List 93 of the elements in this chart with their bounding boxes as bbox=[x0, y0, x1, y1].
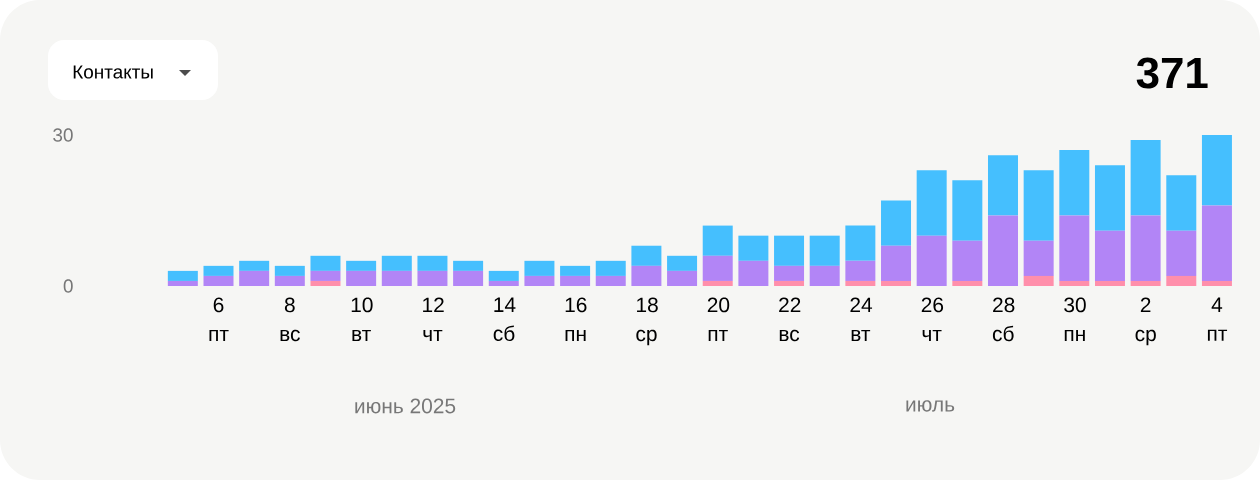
chart-title: Контакты bbox=[73, 65, 153, 79]
bar bbox=[702, 280, 733, 286]
bar bbox=[560, 265, 591, 276]
bar bbox=[845, 225, 876, 261]
x-tick-label: 20 пт bbox=[707, 297, 730, 341]
bar bbox=[1023, 275, 1054, 286]
bar bbox=[417, 270, 448, 286]
bar bbox=[881, 200, 912, 246]
bar bbox=[881, 245, 912, 281]
y-tick-label: 30 bbox=[53, 128, 73, 142]
bar bbox=[1094, 165, 1125, 231]
x-tick-label: 14 сб bbox=[493, 297, 516, 341]
bar bbox=[1166, 175, 1197, 231]
x-tick-label: 12 чт bbox=[423, 297, 444, 341]
bar bbox=[1130, 140, 1161, 216]
bar bbox=[1166, 275, 1197, 286]
bar bbox=[1201, 205, 1232, 281]
text: июль bbox=[906, 400, 955, 412]
bar bbox=[881, 280, 912, 286]
bar bbox=[738, 235, 769, 261]
y-tick-label: 0 bbox=[63, 279, 73, 293]
text: июнь 2025 bbox=[355, 398, 456, 414]
bar bbox=[595, 260, 626, 276]
x-tick-label: 18 ср bbox=[636, 297, 658, 346]
chart-subtitle: 371 bbox=[1136, 57, 1208, 89]
bar bbox=[381, 270, 412, 286]
x-tick-label: 26 чт bbox=[921, 297, 944, 341]
bar bbox=[702, 225, 733, 256]
bar bbox=[167, 280, 198, 286]
bar bbox=[524, 275, 555, 286]
bar bbox=[1130, 280, 1161, 286]
bar bbox=[738, 260, 769, 286]
bar bbox=[310, 270, 341, 281]
bar bbox=[310, 280, 341, 286]
x-tick-label: 24 вт bbox=[850, 297, 873, 341]
bar bbox=[774, 235, 805, 266]
bar bbox=[809, 265, 840, 286]
bar bbox=[239, 260, 270, 271]
bar bbox=[1166, 230, 1197, 276]
bar bbox=[1059, 280, 1090, 286]
bar bbox=[417, 255, 448, 271]
bar bbox=[1130, 215, 1161, 281]
bar bbox=[916, 235, 947, 286]
bar bbox=[453, 270, 484, 286]
bar bbox=[667, 255, 698, 271]
bar bbox=[274, 275, 305, 286]
bar bbox=[631, 265, 662, 286]
bar bbox=[952, 180, 983, 241]
bar bbox=[203, 265, 234, 276]
bar bbox=[916, 170, 947, 236]
bar bbox=[346, 270, 377, 286]
bar bbox=[952, 280, 983, 286]
bar bbox=[595, 275, 626, 286]
bar bbox=[809, 235, 840, 266]
bar bbox=[987, 155, 1018, 216]
bar bbox=[381, 255, 412, 271]
bar bbox=[310, 255, 341, 271]
x-tick-label: 28 сб bbox=[992, 297, 1015, 342]
bar bbox=[1201, 135, 1232, 206]
bar bbox=[346, 260, 377, 271]
bar bbox=[239, 270, 270, 286]
bar bbox=[952, 240, 983, 281]
bar bbox=[774, 265, 805, 281]
bar bbox=[845, 280, 876, 286]
bar bbox=[167, 270, 198, 281]
bar bbox=[702, 255, 733, 281]
bar bbox=[631, 245, 662, 266]
bar bbox=[845, 260, 876, 281]
bar bbox=[987, 215, 1018, 286]
bar bbox=[1023, 240, 1054, 276]
x-tick-label: 30 пн bbox=[1064, 297, 1086, 341]
bar bbox=[203, 275, 234, 286]
bar bbox=[488, 270, 519, 281]
x-tick-label: 4 пт bbox=[1207, 297, 1228, 341]
bar bbox=[1094, 280, 1125, 286]
bar bbox=[1023, 170, 1054, 241]
x-tick-label: 22 вс bbox=[779, 297, 801, 342]
bar bbox=[453, 260, 484, 271]
bar bbox=[1201, 280, 1232, 286]
bar bbox=[1094, 230, 1125, 281]
x-tick-label: 2 ср bbox=[1135, 297, 1156, 346]
x-tick-label: 8 вс bbox=[280, 297, 300, 342]
bar bbox=[667, 270, 698, 286]
bar bbox=[524, 260, 555, 276]
bar bbox=[488, 280, 519, 286]
x-tick-label: 10 вт bbox=[351, 297, 373, 341]
bar bbox=[1059, 150, 1090, 216]
x-tick-label: 16 пн bbox=[565, 297, 587, 341]
bar bbox=[1059, 215, 1090, 281]
x-tick-label: 6 пт bbox=[209, 297, 229, 341]
bar bbox=[560, 275, 591, 286]
bar bbox=[274, 265, 305, 276]
bar bbox=[774, 280, 805, 286]
